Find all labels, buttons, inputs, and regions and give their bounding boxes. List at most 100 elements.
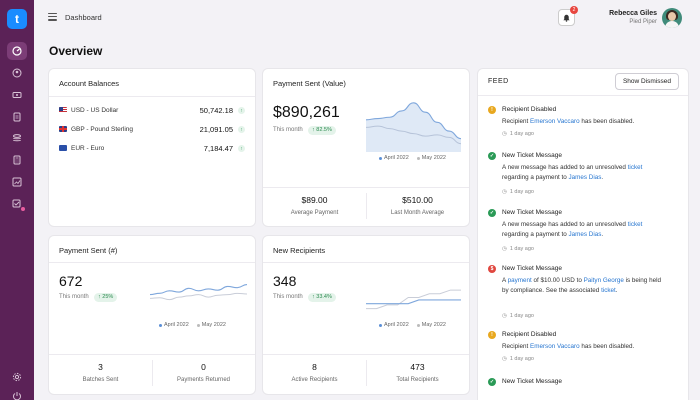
dollar-icon: $	[488, 265, 496, 273]
payment-link[interactable]: payment	[507, 277, 532, 284]
sidebar-item-documents[interactable]	[9, 110, 25, 124]
feed-item-title: New Ticket Message	[502, 378, 562, 385]
clock-icon: ◷	[502, 313, 507, 319]
sidebar-item-reports[interactable]	[9, 153, 25, 167]
ticket-link[interactable]: ticket	[627, 221, 643, 228]
legend-april: April 2022	[384, 322, 409, 328]
recipient-link[interactable]: James Dias	[568, 174, 602, 181]
total-recipients-stat: 473 Total Recipients	[366, 362, 469, 383]
payments-returned-stat: 0 Payments Returned	[152, 362, 255, 383]
user-organization: Pied Piper	[629, 19, 657, 25]
menu-toggle-icon[interactable]	[48, 13, 57, 21]
average-payment-stat: $89.00 Average Payment	[263, 195, 366, 216]
sidebar-item-analytics[interactable]	[9, 175, 25, 189]
gear-icon	[12, 372, 22, 382]
feed-item-time: ◷ 1 day ago	[502, 313, 534, 319]
chart-legend: April 2022 May 2022	[159, 322, 226, 328]
card-title: New Recipients	[273, 246, 326, 255]
series-line-may-2022	[366, 289, 461, 310]
show-dismissed-button[interactable]: Show Dismissed	[615, 73, 679, 90]
sidebar-item-account[interactable]	[9, 66, 25, 80]
sidebar-item-overview[interactable]	[7, 42, 27, 60]
feed-item[interactable]: ✓ New Ticket Message A new message has a…	[488, 209, 678, 259]
user-name[interactable]: Rebecca Giles	[609, 10, 657, 17]
check-icon: ✓	[488, 378, 496, 386]
currency-name: GBP - Pound Sterling	[71, 125, 134, 133]
balance-row-gbp[interactable]: GBP - Pound Sterling 21,091.05 ↑	[59, 123, 245, 135]
feed-item[interactable]: $ New Ticket Message A payment of $10.00…	[488, 265, 678, 325]
feed-item[interactable]: ✓ New Ticket Message	[488, 378, 678, 392]
change-pill: ↑ 82.5%	[308, 126, 336, 135]
feed-item-time: ◷ 1 day ago	[502, 356, 534, 362]
breadcrumb[interactable]: Dashboard	[65, 13, 102, 22]
new-recipients-card: New Recipients 348 This month ↑ 33.4% Ap…	[263, 236, 469, 394]
stat-value: 473	[410, 362, 425, 372]
feed-item-body: A new message has added to an unresolved…	[502, 221, 643, 238]
legend-may: May 2022	[421, 322, 446, 328]
recipient-link[interactable]: Emerson Vaccaro	[530, 343, 580, 350]
change-pill: ↑ 25%	[94, 293, 118, 302]
avatar[interactable]	[662, 8, 682, 28]
feed-item-body: Recipient Emerson Vaccaro has been disab…	[502, 118, 635, 125]
ticket-link[interactable]: ticket	[601, 287, 616, 294]
balance-value: 21,091.05	[199, 124, 233, 134]
page-title: Overview	[49, 44, 103, 58]
series-line-april-2022	[150, 283, 248, 296]
user-circle-icon	[12, 68, 22, 78]
stat-value: $89.00	[301, 195, 328, 205]
balance-row-eur[interactable]: EUR - Euro 7,184.47 ↑	[59, 142, 245, 154]
us-flag-icon	[59, 107, 67, 113]
payment-value-amount: $890,261	[273, 104, 340, 121]
feed-panel	[478, 69, 688, 400]
sidebar-item-stack[interactable]	[9, 131, 25, 145]
feed-item-body: Recipient Emerson Vaccaro has been disab…	[502, 343, 635, 350]
feed-item-time: ◷ 1 day ago	[502, 131, 534, 137]
divider	[478, 95, 688, 96]
payment-value-chart	[366, 102, 462, 152]
sidebar-item-logout[interactable]	[9, 389, 25, 400]
gb-flag-icon	[59, 126, 67, 132]
clock-icon: ◷	[502, 131, 507, 137]
stat-separator	[152, 360, 153, 386]
feed-item-title: New Ticket Message	[502, 209, 562, 216]
legend-april: April 2022	[164, 322, 189, 328]
document-icon	[13, 112, 21, 122]
currency-name: EUR - Euro	[71, 144, 105, 152]
card-title: Payment Sent (#)	[59, 246, 118, 255]
recipient-link[interactable]: Paityn George	[583, 277, 624, 284]
legend-april: April 2022	[384, 155, 409, 161]
eu-flag-icon	[59, 145, 67, 151]
payment-sent-value-card: Payment Sent (Value) $890,261 This month…	[263, 69, 469, 226]
warning-icon: !	[488, 106, 496, 114]
ticket-link[interactable]: ticket	[627, 164, 643, 171]
stat-label: Batches Sent	[82, 377, 119, 383]
sidebar-item-settings[interactable]	[9, 370, 25, 384]
new-recipients-chart	[366, 289, 461, 310]
currency-name: USD - US Dollar	[71, 106, 119, 114]
stat-label: Active Recipients	[291, 377, 338, 383]
feed-item[interactable]: ✓ New Ticket Message A new message has a…	[488, 152, 678, 202]
sidebar-item-payments[interactable]	[9, 88, 25, 102]
feed-item-title: New Ticket Message	[502, 265, 562, 272]
balance-row-usd[interactable]: USD - US Dollar 50,742.18 ↑	[59, 104, 245, 116]
recipient-link[interactable]: James Dias	[568, 231, 602, 238]
this-month-label: This month	[273, 294, 303, 300]
feed-item[interactable]: ! Recipient Disabled Recipient Emerson V…	[488, 331, 678, 371]
tasks-badge-dot	[21, 207, 25, 211]
check-icon: ✓	[488, 152, 496, 160]
sidebar: t	[0, 0, 34, 400]
card-title: Account Balances	[59, 79, 120, 88]
sidebar-item-tasks[interactable]	[9, 197, 25, 211]
payment-count-amount: 672	[59, 273, 83, 289]
last-month-average-stat: $510.00 Last Month Average	[366, 195, 469, 216]
arrow-up-icon: ↑	[238, 145, 245, 152]
divider	[263, 354, 469, 355]
app-logo[interactable]: t	[7, 9, 27, 29]
recipient-link[interactable]: Emerson Vaccaro	[530, 118, 580, 125]
feed-item-title: New Ticket Message	[502, 152, 562, 159]
series-line-april-2022	[366, 102, 462, 140]
feed-item[interactable]: ! Recipient Disabled Recipient Emerson V…	[488, 106, 678, 146]
series-area-april-2022	[366, 102, 461, 152]
arrow-up-icon: ↑	[238, 126, 245, 133]
bell-icon	[563, 14, 570, 22]
